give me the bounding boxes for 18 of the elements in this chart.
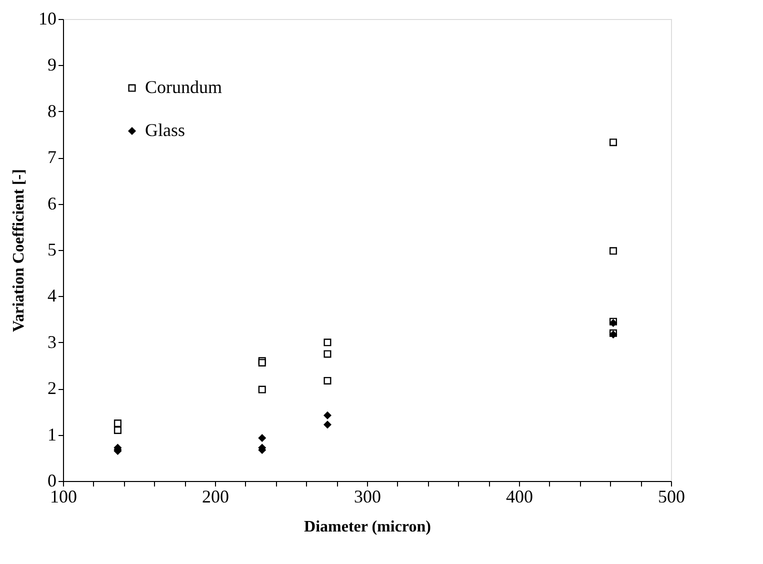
legend-label: Glass [145, 120, 185, 140]
y-tick-label: 3 [48, 332, 56, 352]
x-tick-label: 400 [506, 486, 533, 506]
legend-label: Corundum [145, 77, 222, 97]
x-axis-title: Diameter (micron) [304, 518, 431, 536]
y-tick-label: 9 [48, 54, 56, 75]
y-tick-label: 10 [38, 8, 56, 28]
y-tick-label: 1 [48, 424, 56, 444]
y-tick-label: 5 [48, 240, 56, 260]
y-axis-title: Variation Coefficient [-] [10, 169, 28, 332]
x-tick-label: 300 [354, 486, 381, 506]
y-tick-label: 4 [48, 286, 56, 306]
x-tick-label: 200 [202, 486, 229, 506]
y-tick-label: 6 [48, 193, 56, 214]
y-tick-label: 2 [48, 378, 56, 398]
y-tick-label: 8 [48, 100, 56, 121]
y-tick-label: 7 [48, 147, 56, 168]
x-tick-label: 500 [658, 486, 685, 506]
